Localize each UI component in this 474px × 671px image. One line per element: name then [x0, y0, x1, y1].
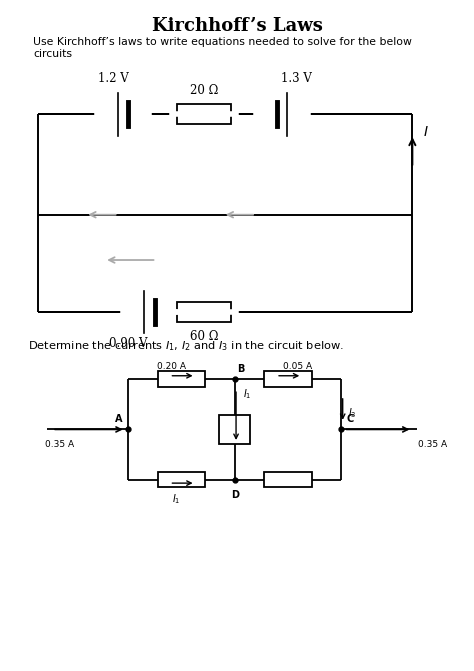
Bar	[264, 372, 311, 386]
Text: 0.90 V: 0.90 V	[109, 337, 147, 350]
Text: 1.2 V: 1.2 V	[99, 72, 129, 85]
Bar	[176, 302, 231, 322]
Text: Determine the currents $I_1$, $I_2$ and $I_3$ in the circuit below.: Determine the currents $I_1$, $I_2$ and …	[28, 339, 345, 353]
Bar	[219, 415, 250, 444]
Text: 60 Ω: 60 Ω	[190, 330, 218, 343]
Text: 0.35 A: 0.35 A	[418, 440, 447, 448]
Bar	[264, 472, 311, 487]
Text: 1.3 V: 1.3 V	[281, 72, 312, 85]
Text: $I_1$: $I_1$	[173, 492, 181, 506]
Text: B: B	[237, 364, 244, 374]
Text: $I_3$: $I_3$	[348, 406, 357, 419]
Text: $I$: $I$	[423, 125, 428, 139]
Text: D: D	[231, 490, 238, 500]
Text: 0.05 A: 0.05 A	[283, 362, 312, 371]
Text: $I_1$: $I_1$	[243, 387, 252, 401]
Text: Use Kirchhoff’s laws to write equations needed to solve for the below
circuits: Use Kirchhoff’s laws to write equations …	[33, 37, 412, 58]
Bar	[157, 372, 205, 386]
Bar	[176, 104, 231, 124]
Text: 0.20 A: 0.20 A	[157, 362, 186, 371]
Text: 20 Ω: 20 Ω	[190, 85, 218, 97]
Text: Kirchhoff’s Laws: Kirchhoff’s Laws	[152, 17, 322, 35]
Text: 0.35 A: 0.35 A	[45, 440, 74, 448]
Text: C: C	[347, 414, 354, 424]
Bar	[157, 472, 205, 487]
Text: A: A	[115, 414, 122, 424]
